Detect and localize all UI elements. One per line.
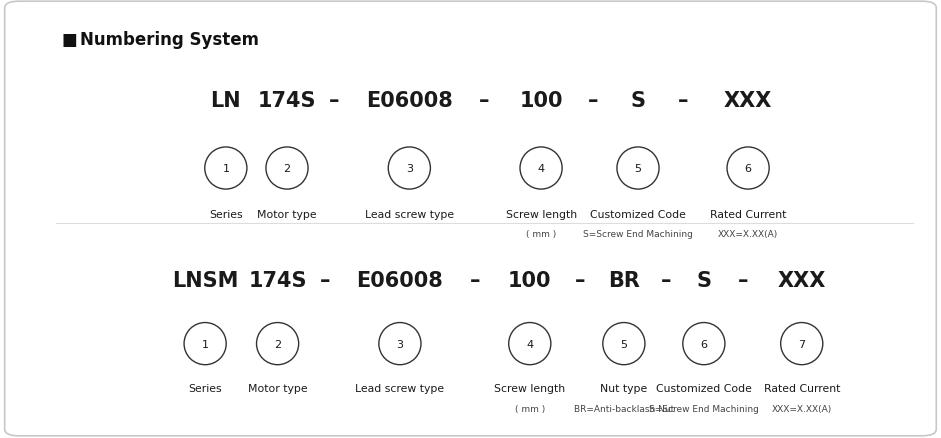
Text: Lead screw type: Lead screw type xyxy=(365,210,454,219)
Text: XXX=X.XX(A): XXX=X.XX(A) xyxy=(718,230,778,239)
Text: 1: 1 xyxy=(201,339,209,349)
Text: 174S: 174S xyxy=(258,91,316,111)
Text: S=Screw End Machining: S=Screw End Machining xyxy=(583,230,693,239)
Text: Rated Current: Rated Current xyxy=(763,383,840,392)
Text: LN: LN xyxy=(211,91,241,111)
Text: 3: 3 xyxy=(396,339,404,349)
Text: 2: 2 xyxy=(283,164,291,173)
Text: ( mm ): ( mm ) xyxy=(526,230,556,239)
Ellipse shape xyxy=(603,323,645,365)
Text: –: – xyxy=(319,270,330,290)
Text: –: – xyxy=(587,91,598,111)
Text: Motor type: Motor type xyxy=(257,210,317,219)
Text: S: S xyxy=(630,91,646,111)
Text: 7: 7 xyxy=(798,339,805,349)
Text: BR=Anti-backlash Nut: BR=Anti-backlash Nut xyxy=(574,404,674,413)
Ellipse shape xyxy=(205,148,247,190)
Text: –: – xyxy=(328,91,340,111)
Text: –: – xyxy=(678,91,689,111)
Text: 1: 1 xyxy=(222,164,230,173)
Ellipse shape xyxy=(266,148,308,190)
Text: 174S: 174S xyxy=(248,270,307,290)
Text: Motor type: Motor type xyxy=(247,383,308,392)
Text: S: S xyxy=(696,270,711,290)
Text: Customized Code: Customized Code xyxy=(590,210,686,219)
Text: XXX: XXX xyxy=(724,91,773,111)
Text: LNSM: LNSM xyxy=(172,270,238,290)
Ellipse shape xyxy=(379,323,421,365)
Ellipse shape xyxy=(509,323,550,365)
Text: 4: 4 xyxy=(526,339,534,349)
Text: Numbering System: Numbering System xyxy=(80,30,259,49)
Text: 5: 5 xyxy=(634,164,642,173)
Text: 6: 6 xyxy=(744,164,752,173)
Text: Screw length: Screw length xyxy=(494,383,566,392)
Text: ( mm ): ( mm ) xyxy=(515,404,545,413)
Ellipse shape xyxy=(257,323,298,365)
Text: ■: ■ xyxy=(61,30,77,49)
Ellipse shape xyxy=(520,148,562,190)
Text: BR: BR xyxy=(608,270,640,290)
Text: 2: 2 xyxy=(274,339,281,349)
Text: XXX=X.XX(A): XXX=X.XX(A) xyxy=(772,404,832,413)
Text: Series: Series xyxy=(209,210,243,219)
Text: 100: 100 xyxy=(519,91,563,111)
Text: –: – xyxy=(470,270,481,290)
Ellipse shape xyxy=(184,323,226,365)
Text: –: – xyxy=(661,270,672,290)
Text: Lead screw type: Lead screw type xyxy=(356,383,444,392)
Text: S=Screw End Machining: S=Screw End Machining xyxy=(649,404,758,413)
Text: Nut type: Nut type xyxy=(600,383,647,392)
Ellipse shape xyxy=(617,148,659,190)
Text: 6: 6 xyxy=(700,339,708,349)
FancyBboxPatch shape xyxy=(5,2,936,436)
Ellipse shape xyxy=(781,323,822,365)
Ellipse shape xyxy=(683,323,725,365)
Text: –: – xyxy=(574,270,585,290)
Text: XXX: XXX xyxy=(777,270,826,290)
Text: 4: 4 xyxy=(537,164,545,173)
Text: Series: Series xyxy=(188,383,222,392)
Text: 5: 5 xyxy=(620,339,628,349)
Ellipse shape xyxy=(389,148,430,190)
Text: –: – xyxy=(738,270,749,290)
Text: Rated Current: Rated Current xyxy=(710,210,787,219)
Text: Screw length: Screw length xyxy=(505,210,577,219)
Text: 100: 100 xyxy=(508,270,551,290)
Text: E06008: E06008 xyxy=(357,270,443,290)
Text: –: – xyxy=(479,91,490,111)
Text: Customized Code: Customized Code xyxy=(656,383,752,392)
Ellipse shape xyxy=(727,148,769,190)
Text: 3: 3 xyxy=(406,164,413,173)
Text: E06008: E06008 xyxy=(366,91,453,111)
